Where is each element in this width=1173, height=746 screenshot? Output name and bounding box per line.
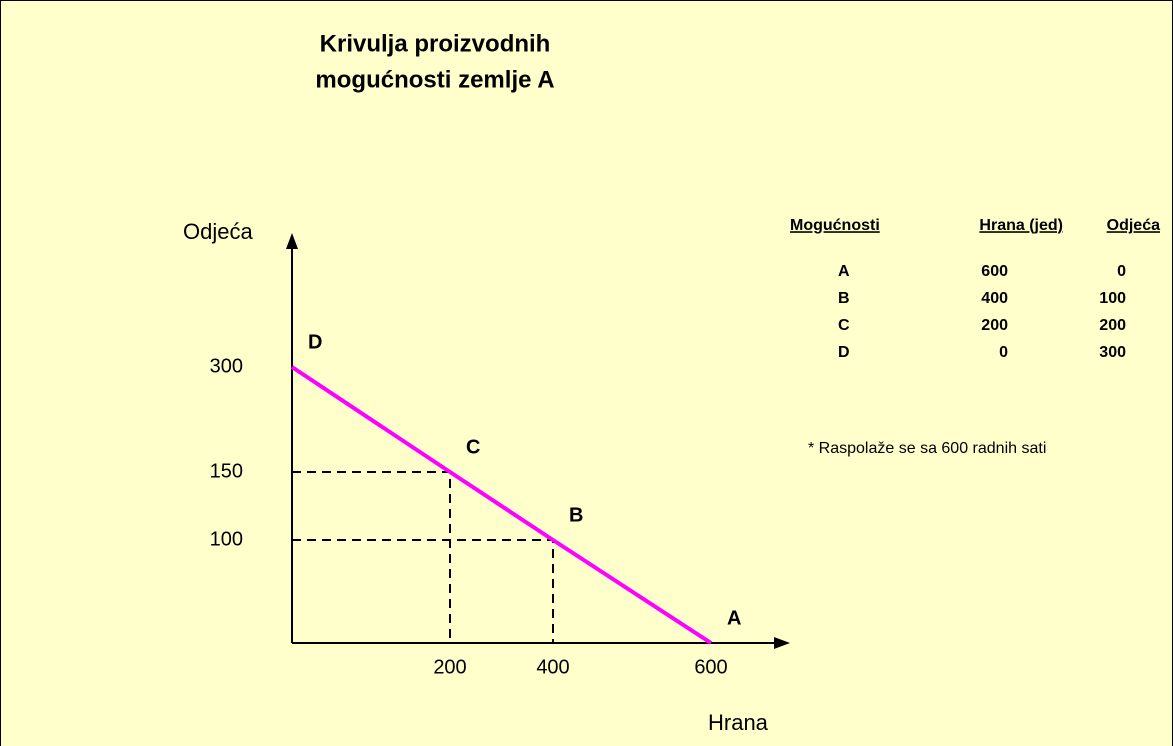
table-cell: 0	[999, 344, 1008, 361]
table-header: Odjeća	[1107, 217, 1160, 234]
point-label: D	[308, 331, 322, 353]
table-cell: B	[838, 290, 850, 307]
x-tick-label: 600	[694, 656, 727, 678]
table-cell: 100	[1099, 290, 1126, 307]
chart-title: mogućnosti zemlje A	[315, 66, 554, 93]
table-cell: 200	[981, 317, 1008, 334]
y-tick-label: 100	[210, 528, 243, 550]
point-label: A	[727, 607, 741, 629]
note-box: * Raspolaže se sa 600 radnih sati	[808, 440, 1047, 457]
table-cell: 400	[981, 290, 1008, 307]
point-label: B	[569, 504, 583, 526]
y-tick-label: 300	[210, 355, 243, 377]
x-tick-label: 400	[536, 656, 569, 678]
table-cell: 200	[1099, 317, 1126, 334]
x-axis-label: Hrana	[708, 710, 769, 735]
x-axis-arrow	[774, 637, 790, 649]
chart-title: Krivulja proizvodnih	[320, 30, 551, 57]
y-tick-label: 150	[210, 460, 243, 482]
table-cell: 600	[981, 263, 1008, 280]
table-cell: 300	[1099, 344, 1126, 361]
table-cell: D	[838, 344, 850, 361]
table-cell: 0	[1117, 263, 1126, 280]
y-axis-arrow	[286, 233, 298, 249]
table-header: Mogućnosti	[790, 217, 880, 234]
table-header: Hrana (jed)	[979, 217, 1063, 234]
x-tick-label: 200	[433, 656, 466, 678]
y-axis-label: Odjeća	[183, 219, 253, 244]
note: * Raspolaže se sa 600 radnih sati	[808, 440, 1047, 457]
table-cell: C	[838, 317, 850, 334]
line	[290, 365, 713, 645]
table-cell: A	[838, 263, 850, 280]
point-label: C	[466, 436, 480, 458]
